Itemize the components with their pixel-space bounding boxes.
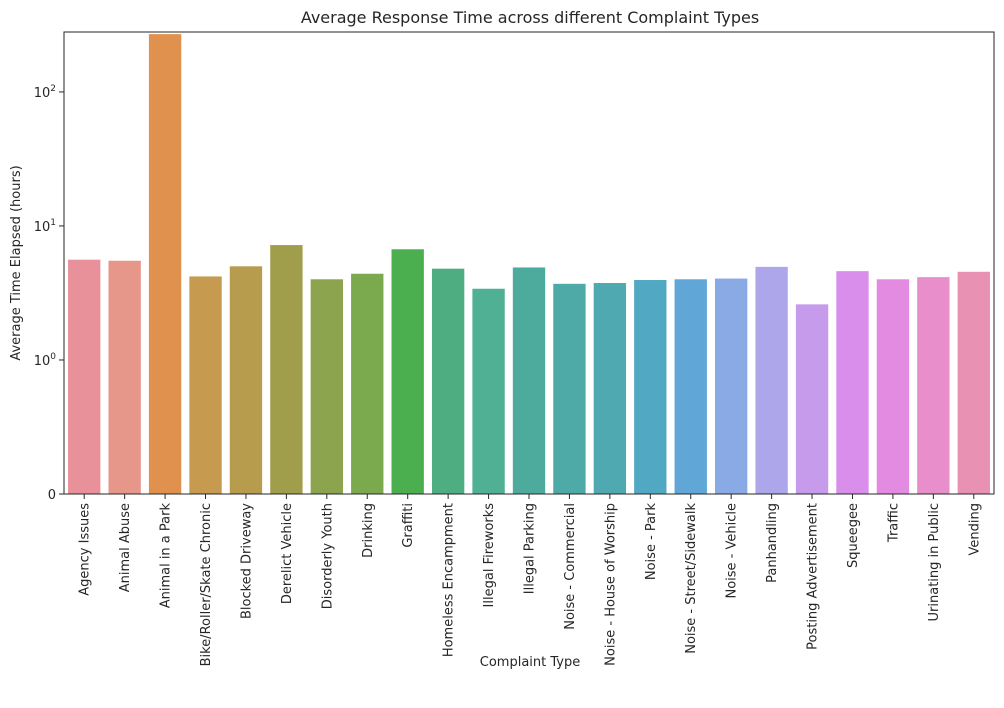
bar-noise-street-sidewalk [674,279,707,494]
y-tick-label: 102 [34,84,56,101]
bar-noise-commercial [553,283,586,494]
x-axis: Agency Issues Animal Abuse Animal in a Par… [78,494,982,666]
y-axis-title: Average Time Elapsed (hours) [9,165,24,360]
chart-title: Average Response Time across different C… [301,8,759,27]
x-tick-label: Illegal Parking [523,503,538,594]
bar-disorderly-youth [310,279,343,494]
x-tick-label: Panhandling [765,503,780,583]
bar-posting-advertisement [795,304,829,494]
x-tick-label: Graffiti [401,503,416,548]
x-tick-label: Derelict Vehicle [280,503,295,604]
y-tick-label: 101 [34,218,56,235]
bar-noise-house-of-worship [593,283,627,494]
x-tick-label: Noise - Commercial [563,503,578,630]
bar-traffic [876,279,910,494]
x-tick-label: Illegal Fireworks [482,503,497,608]
bar-bike-roller-skate-chronic [189,276,222,494]
bar-panhandling [755,266,788,494]
bar-animal-abuse [108,260,141,494]
x-tick-label: Animal Abuse [118,503,133,592]
bar-graffiti [391,249,424,494]
x-axis-title: Complaint Type [480,655,580,670]
x-tick-label: Noise - House of Worship [603,503,618,666]
bar-derelict-vehicle [270,245,303,494]
bar-urinating-in-public [917,277,950,494]
x-tick-label: Noise - Vehicle [725,503,740,599]
x-tick-label: Homeless Encampment [442,503,457,657]
y-tick-label: 0 [48,488,56,503]
y-tick-label: 100 [34,352,57,369]
x-tick-label: Posting Advertisement [806,503,821,650]
bar-noise-vehicle [715,278,748,494]
bar-illegal-parking [512,267,546,494]
x-tick-label: Noise - Park [644,503,659,581]
x-tick-label: Squeegee [846,503,861,568]
x-tick-label: Urinating in Public [927,503,942,621]
x-tick-label: Noise - Street/Sidewalk [684,503,699,654]
bars-group [68,34,990,495]
bar-animal-in-a-park [148,34,182,495]
y-axis: 0 100 101 102 [34,84,64,503]
x-tick-label: Agency Issues [78,503,93,596]
x-tick-label: Disorderly Youth [320,503,335,609]
x-tick-label: Blocked Driveway [239,503,254,619]
bar-agency-issues [68,259,101,494]
x-tick-label: Vending [967,503,982,555]
bar-blocked-driveway [229,266,263,494]
bar-drinking [351,273,384,494]
bar-squeegee [836,271,869,494]
x-tick-label: Drinking [361,503,376,558]
bar-illegal-fireworks [472,288,505,494]
x-tick-label: Animal in a Park [159,503,174,609]
x-tick-label: Traffic [886,503,901,543]
bar-vending [957,271,990,494]
bar-homeless-encampment [431,268,465,494]
x-tick-label: Bike/Roller/Skate Chronic [199,503,214,666]
bar-noise-park [634,280,667,494]
